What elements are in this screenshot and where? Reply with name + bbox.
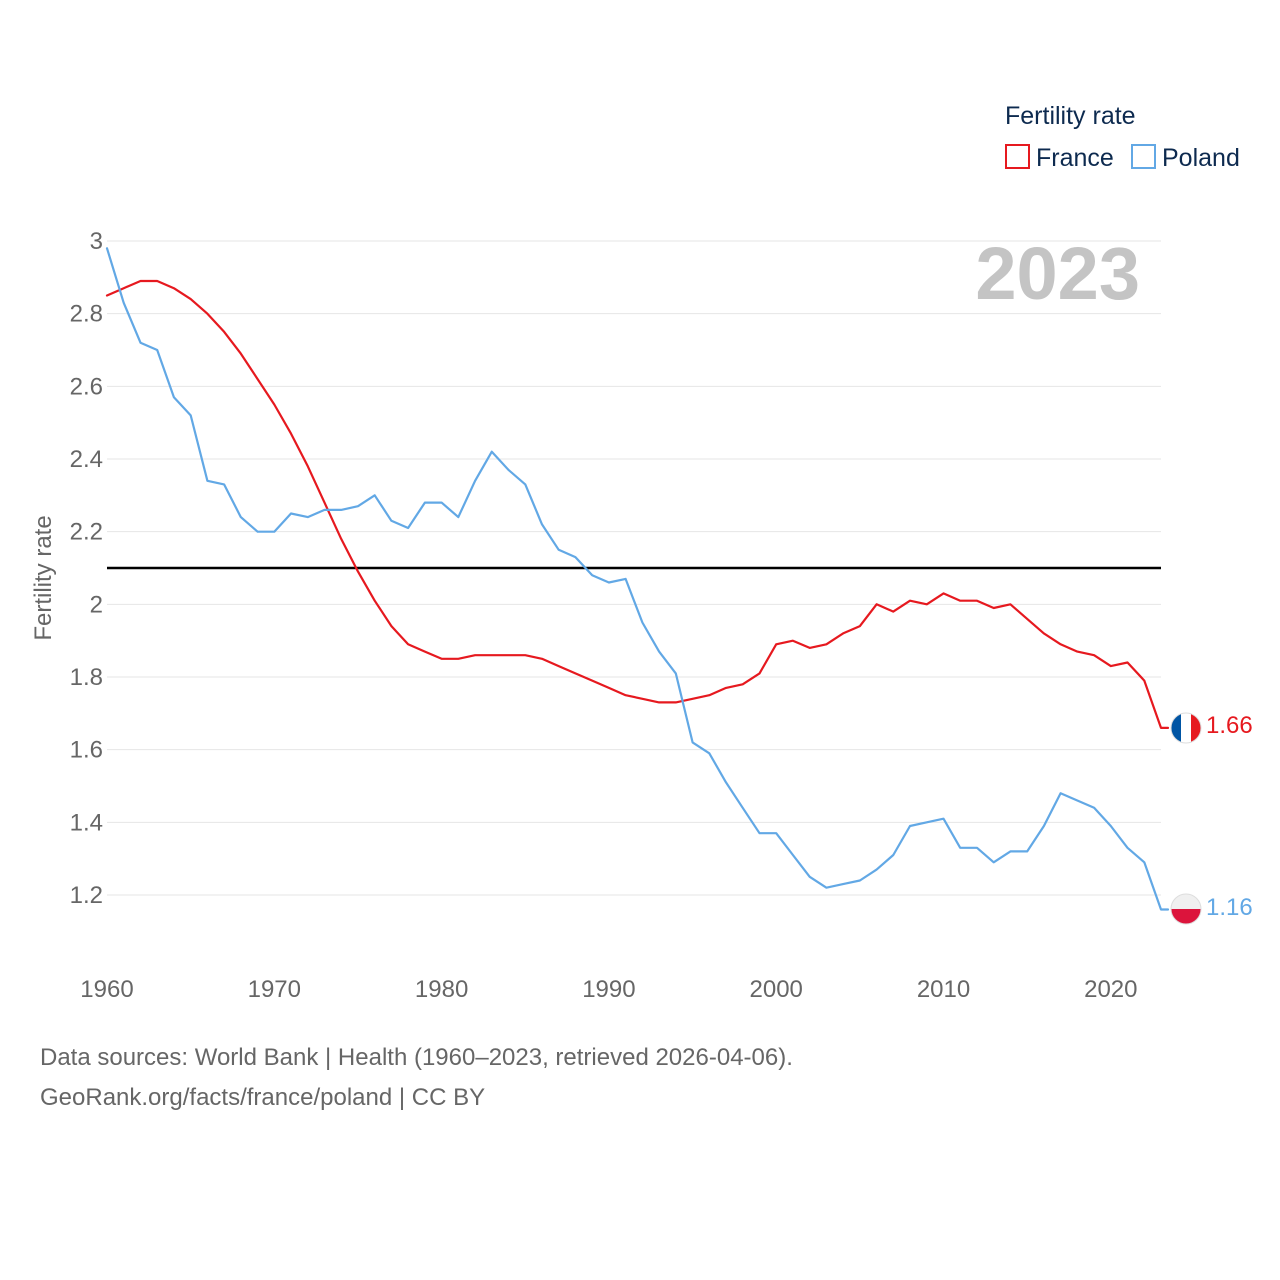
y-tick-label: 1.2 [70,882,103,909]
y-tick-label: 1.8 [70,664,103,691]
y-tick-label: 3 [90,228,103,255]
legend-label-france: France [1036,144,1114,172]
source-link[interactable]: GeoRank.org/facts/france/poland | CC BY [40,1084,486,1111]
legend-label-poland: Poland [1162,144,1240,172]
legend: Fertility rate France Poland [1005,102,1240,172]
y-tick-label: 2 [90,591,103,618]
x-tick-label: 1990 [582,976,635,1003]
x-tick-label: 2000 [750,976,803,1003]
x-tick-label: 1970 [248,976,301,1003]
x-axis-ticks: 1960 1970 1980 1990 2000 2010 2020 [80,976,1137,1003]
poland-flag-icon [1170,893,1202,925]
x-tick-label: 2010 [917,976,970,1003]
france-flag-icon [1170,712,1202,744]
legend-title: Fertility rate [1005,102,1136,130]
y-tick-label: 2.4 [70,446,103,473]
series-line-poland [105,247,1170,911]
series-line-france [105,279,1170,729]
y-tick-label: 2.8 [70,301,103,328]
legend-swatch-poland [1131,144,1156,169]
france-end-label: 1.66 [1206,712,1253,739]
x-tick-label: 2020 [1084,976,1137,1003]
y-tick-label: 2.2 [70,519,103,546]
y-axis-label: Fertility rate [30,515,57,640]
series-lines [105,247,1170,911]
x-tick-label: 1960 [80,976,133,1003]
y-tick-label: 1.4 [70,809,103,836]
y-axis-ticks: 3 2.8 2.6 2.4 2.2 2 1.8 1.6 1.4 1.2 [70,228,103,909]
year-watermark: 2023 [975,232,1140,315]
y-tick-label: 2.6 [70,373,103,400]
x-tick-label: 1980 [415,976,468,1003]
poland-end-label: 1.16 [1206,894,1253,921]
data-source-text: Data sources: World Bank | Health (1960–… [40,1044,793,1071]
grid-lines [107,240,1161,896]
y-tick-label: 1.6 [70,737,103,764]
legend-swatch-france [1005,144,1030,169]
